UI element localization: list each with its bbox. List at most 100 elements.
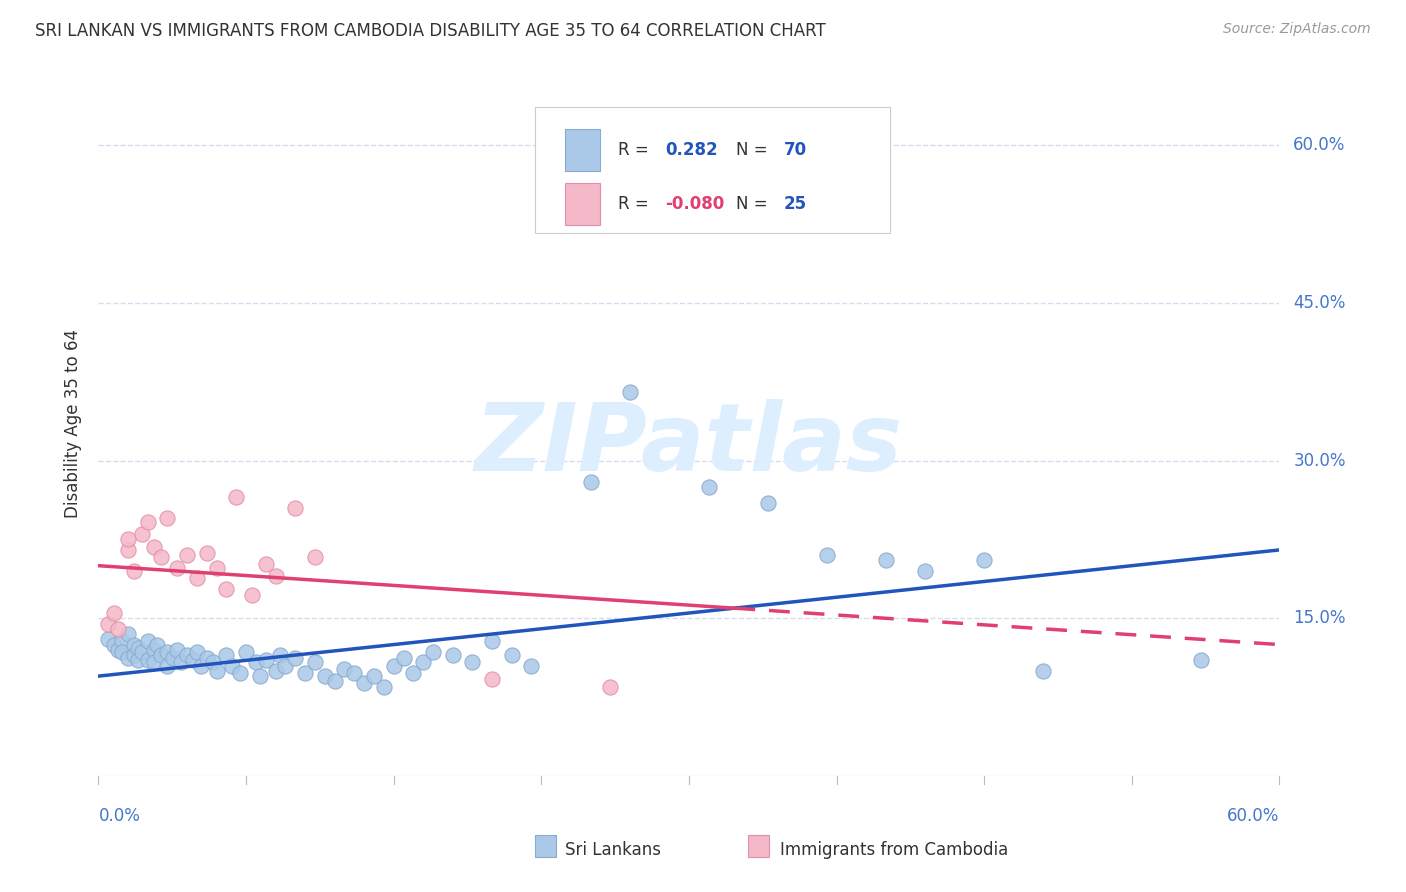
Point	[127, 640, 149, 655]
Point	[186, 645, 208, 659]
Point	[254, 653, 277, 667]
Y-axis label: Disability Age 35 to 64: Disability Age 35 to 64	[63, 329, 82, 518]
FancyBboxPatch shape	[536, 107, 890, 234]
Point	[190, 658, 212, 673]
Point	[176, 648, 198, 662]
Point	[343, 665, 366, 680]
Point	[412, 656, 434, 670]
Point	[122, 638, 145, 652]
Point	[150, 648, 173, 662]
Text: Immigrants from Cambodia: Immigrants from Cambodia	[780, 841, 1008, 859]
Text: 30.0%: 30.0%	[1294, 451, 1346, 469]
Point	[323, 674, 346, 689]
Text: -0.080: -0.080	[665, 194, 724, 213]
Text: N =: N =	[737, 141, 773, 159]
Point	[127, 653, 149, 667]
Text: 0.282: 0.282	[665, 141, 718, 159]
Point	[221, 658, 243, 673]
Text: 45.0%: 45.0%	[1294, 293, 1346, 311]
Point	[264, 569, 287, 583]
Point	[363, 669, 385, 683]
Text: 0.0%: 0.0%	[98, 806, 141, 824]
Point	[162, 651, 184, 665]
Point	[136, 653, 159, 667]
Point	[815, 548, 838, 562]
Point	[235, 645, 257, 659]
Point	[402, 665, 425, 680]
Point	[111, 634, 134, 648]
Point	[973, 553, 995, 567]
Point	[131, 645, 153, 659]
Point	[314, 669, 336, 683]
Point	[619, 385, 641, 400]
Point	[520, 658, 543, 673]
Point	[205, 561, 228, 575]
Point	[229, 665, 252, 680]
Point	[461, 656, 484, 670]
Text: Sri Lankans: Sri Lankans	[565, 841, 661, 859]
FancyBboxPatch shape	[565, 128, 600, 171]
Text: SRI LANKAN VS IMMIGRANTS FROM CAMBODIA DISABILITY AGE 35 TO 64 CORRELATION CHART: SRI LANKAN VS IMMIGRANTS FROM CAMBODIA D…	[35, 22, 825, 40]
Point	[181, 653, 204, 667]
Point	[111, 645, 134, 659]
Text: Source: ZipAtlas.com: Source: ZipAtlas.com	[1223, 22, 1371, 37]
Point	[156, 645, 179, 659]
Point	[284, 651, 307, 665]
Point	[122, 648, 145, 662]
Point	[254, 557, 277, 571]
Point	[304, 656, 326, 670]
Point	[97, 632, 120, 647]
Point	[274, 658, 297, 673]
Point	[195, 546, 218, 560]
Text: 70: 70	[783, 141, 807, 159]
Point	[599, 680, 621, 694]
Point	[146, 638, 169, 652]
Point	[156, 658, 179, 673]
Point	[166, 643, 188, 657]
Point	[304, 550, 326, 565]
Point	[122, 564, 145, 578]
Point	[1032, 664, 1054, 678]
Text: N =: N =	[737, 194, 773, 213]
Text: 25: 25	[783, 194, 807, 213]
Point	[117, 651, 139, 665]
Point	[392, 651, 415, 665]
Point	[117, 627, 139, 641]
Point	[269, 648, 291, 662]
Point	[103, 638, 125, 652]
Point	[150, 550, 173, 565]
Point	[215, 582, 238, 596]
Point	[481, 634, 503, 648]
Point	[170, 656, 193, 670]
Point	[176, 548, 198, 562]
Point	[201, 656, 224, 670]
Point	[186, 571, 208, 585]
Point	[195, 651, 218, 665]
Point	[107, 622, 129, 636]
Point	[166, 561, 188, 575]
Point	[284, 500, 307, 515]
Point	[333, 662, 356, 676]
Point	[875, 553, 897, 567]
Point	[103, 606, 125, 620]
FancyBboxPatch shape	[565, 183, 600, 225]
Text: R =: R =	[619, 194, 654, 213]
Point	[756, 495, 779, 509]
Point	[156, 511, 179, 525]
Point	[117, 533, 139, 547]
Point	[107, 643, 129, 657]
Point	[136, 515, 159, 529]
Point	[422, 645, 444, 659]
FancyBboxPatch shape	[748, 836, 769, 857]
Point	[294, 665, 316, 680]
Text: 60.0%: 60.0%	[1294, 136, 1346, 154]
Point	[579, 475, 602, 489]
Point	[142, 540, 165, 554]
Point	[501, 648, 523, 662]
Point	[97, 616, 120, 631]
Point	[481, 673, 503, 687]
Point	[353, 676, 375, 690]
FancyBboxPatch shape	[536, 836, 557, 857]
Point	[382, 658, 405, 673]
Point	[914, 564, 936, 578]
